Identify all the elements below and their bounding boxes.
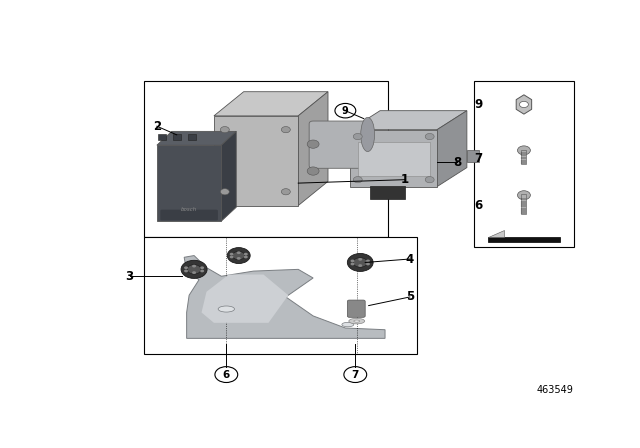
Polygon shape (298, 92, 328, 206)
Polygon shape (202, 275, 288, 323)
Circle shape (200, 270, 204, 272)
Circle shape (351, 263, 355, 265)
FancyBboxPatch shape (173, 134, 180, 140)
Polygon shape (214, 92, 328, 116)
Circle shape (237, 251, 241, 254)
Text: 3: 3 (125, 270, 134, 283)
Polygon shape (488, 230, 504, 237)
FancyBboxPatch shape (522, 194, 527, 214)
FancyBboxPatch shape (474, 82, 573, 247)
FancyBboxPatch shape (188, 134, 196, 140)
Polygon shape (488, 237, 560, 242)
FancyBboxPatch shape (522, 150, 527, 164)
Circle shape (353, 134, 362, 140)
Text: 6: 6 (223, 370, 230, 379)
Circle shape (188, 265, 201, 274)
Circle shape (366, 259, 370, 262)
FancyBboxPatch shape (145, 237, 417, 354)
Text: 1: 1 (401, 173, 409, 186)
Text: 7: 7 (351, 370, 359, 379)
Text: 5: 5 (406, 290, 414, 303)
Circle shape (425, 177, 434, 183)
Circle shape (244, 256, 248, 258)
FancyBboxPatch shape (161, 210, 218, 220)
Circle shape (244, 253, 248, 255)
Ellipse shape (354, 320, 360, 322)
Circle shape (518, 146, 531, 155)
Polygon shape (184, 255, 385, 338)
Circle shape (307, 140, 319, 148)
Circle shape (353, 258, 367, 267)
FancyBboxPatch shape (358, 142, 429, 176)
Circle shape (220, 126, 229, 133)
Ellipse shape (349, 319, 365, 324)
Circle shape (233, 251, 244, 260)
Text: bosch: bosch (181, 207, 197, 212)
Text: 6: 6 (474, 199, 483, 212)
Circle shape (358, 258, 362, 261)
Circle shape (307, 167, 319, 175)
Circle shape (181, 260, 207, 278)
Circle shape (192, 271, 196, 274)
Circle shape (282, 189, 291, 195)
Circle shape (353, 177, 362, 183)
Circle shape (518, 191, 531, 200)
Circle shape (184, 270, 188, 272)
Polygon shape (157, 131, 236, 145)
FancyBboxPatch shape (348, 300, 365, 317)
Circle shape (237, 257, 241, 260)
Polygon shape (516, 95, 532, 114)
FancyBboxPatch shape (157, 145, 221, 221)
Text: 9: 9 (342, 106, 349, 116)
Circle shape (220, 189, 229, 195)
Text: 8: 8 (453, 156, 461, 169)
Polygon shape (437, 111, 467, 186)
Circle shape (425, 134, 434, 140)
Ellipse shape (218, 306, 234, 312)
Circle shape (520, 101, 529, 108)
Circle shape (366, 263, 370, 265)
Ellipse shape (361, 117, 374, 151)
FancyBboxPatch shape (350, 129, 437, 186)
Circle shape (351, 259, 355, 262)
FancyBboxPatch shape (370, 185, 405, 198)
Circle shape (282, 126, 291, 133)
FancyBboxPatch shape (145, 82, 388, 237)
FancyBboxPatch shape (214, 116, 298, 206)
Text: 463549: 463549 (537, 385, 573, 395)
Circle shape (184, 267, 188, 269)
Polygon shape (350, 111, 467, 129)
Circle shape (230, 256, 234, 258)
Circle shape (192, 265, 196, 267)
Polygon shape (467, 151, 479, 163)
Text: 2: 2 (153, 120, 161, 133)
Ellipse shape (342, 323, 354, 327)
Text: 9: 9 (474, 98, 483, 111)
FancyBboxPatch shape (158, 134, 166, 140)
Circle shape (230, 253, 234, 255)
Polygon shape (221, 131, 236, 221)
Circle shape (227, 248, 250, 263)
Text: 4: 4 (406, 253, 414, 266)
Circle shape (348, 254, 373, 271)
Circle shape (200, 267, 204, 269)
Text: 7: 7 (475, 152, 483, 165)
FancyBboxPatch shape (309, 121, 372, 168)
Circle shape (358, 264, 362, 267)
